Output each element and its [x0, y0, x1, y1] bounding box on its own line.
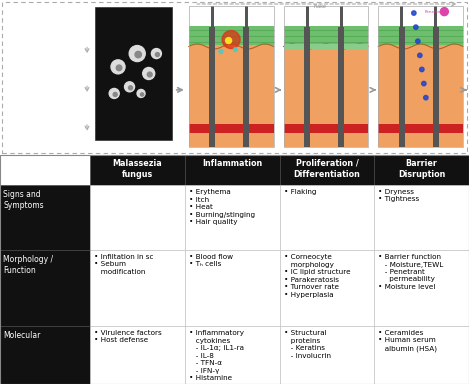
Circle shape	[140, 93, 144, 96]
Text: • Corneocyte
   morphology
• IC lipid structure
• Parakeratosis
• Turnover rate
: • Corneocyte morphology • IC lipid struc…	[283, 254, 350, 298]
Bar	[0, 250, 90, 326]
Bar	[374, 185, 469, 250]
Bar	[283, 6, 368, 147]
Text: • Erythema
• Itch
• Heat
• Burning/stinging
• Hair quality: • Erythema • Itch • Heat • Burning/sting…	[189, 189, 255, 225]
Bar	[399, 27, 405, 147]
Bar	[90, 155, 185, 185]
Bar	[374, 326, 469, 384]
Bar	[0, 326, 90, 384]
Bar	[90, 250, 185, 326]
Circle shape	[137, 89, 145, 98]
Bar	[378, 31, 463, 147]
Bar	[401, 6, 403, 27]
Text: • Barrier function
   - Moisture,TEWL
   - Penetrant
     permeability
• Moistur: • Barrier function - Moisture,TEWL - Pen…	[378, 254, 444, 290]
Circle shape	[422, 81, 426, 86]
Bar	[185, 326, 280, 384]
Text: • Ceramides
• Human serum
   albumin (HSA): • Ceramides • Human serum albumin (HSA)	[378, 330, 437, 351]
Bar	[185, 185, 280, 250]
Bar	[245, 6, 248, 27]
Bar	[283, 45, 368, 50]
Bar	[434, 6, 438, 27]
Text: Proliferation /
Differentiation: Proliferation / Differentiation	[294, 159, 360, 179]
Text: • Blood flow
• Tₕ cells: • Blood flow • Tₕ cells	[189, 254, 233, 268]
Text: Inflammation: Inflammation	[202, 159, 262, 168]
Text: Signs and
Symptoms: Signs and Symptoms	[3, 190, 44, 210]
Text: Morphology /
Function: Morphology / Function	[3, 255, 53, 275]
Bar	[283, 31, 368, 147]
Circle shape	[440, 8, 448, 16]
Bar	[243, 27, 250, 147]
Circle shape	[109, 88, 119, 98]
Circle shape	[424, 96, 428, 100]
Bar	[0, 185, 90, 250]
Bar	[189, 6, 273, 147]
Text: Barrier
Disruption: Barrier Disruption	[398, 159, 445, 179]
Text: • Dryness
• Tightness: • Dryness • Tightness	[378, 189, 419, 202]
Circle shape	[420, 67, 424, 72]
Bar	[0, 155, 90, 185]
Text: Penetrant: Penetrant	[425, 10, 445, 14]
Text: • Structural
   proteins
   - Keratins
   - Involucrin: • Structural proteins - Keratins - Invol…	[283, 330, 331, 359]
Circle shape	[147, 72, 152, 77]
Text: Molecular: Molecular	[3, 331, 40, 340]
Circle shape	[418, 53, 422, 58]
Circle shape	[416, 39, 420, 43]
Circle shape	[226, 38, 232, 43]
Bar	[185, 155, 280, 185]
Bar	[374, 155, 469, 185]
Bar	[378, 6, 463, 147]
Text: Flake: Flake	[313, 4, 326, 9]
Circle shape	[219, 50, 223, 53]
Circle shape	[234, 48, 237, 51]
Bar	[374, 250, 469, 326]
Bar	[189, 31, 273, 147]
Circle shape	[414, 25, 418, 29]
Bar	[2, 2, 467, 153]
Bar	[280, 155, 374, 185]
Circle shape	[129, 46, 145, 61]
Bar	[378, 124, 463, 133]
Bar	[280, 185, 374, 250]
Bar	[185, 250, 280, 326]
Bar	[95, 7, 172, 140]
Circle shape	[155, 53, 159, 56]
Bar	[340, 6, 343, 27]
Circle shape	[222, 31, 240, 48]
Text: • Infiltation in sc
• Sebum
   modification: • Infiltation in sc • Sebum modification	[94, 254, 153, 275]
Text: • Flaking: • Flaking	[283, 189, 316, 195]
Circle shape	[116, 65, 122, 71]
Text: Malassezia
fungus: Malassezia fungus	[113, 159, 162, 179]
Bar	[280, 326, 374, 384]
Bar	[90, 326, 185, 384]
Bar	[433, 27, 439, 147]
Bar	[0, 0, 469, 155]
Bar	[306, 6, 309, 27]
Circle shape	[151, 48, 161, 58]
Circle shape	[412, 11, 416, 15]
Bar	[338, 27, 344, 147]
Bar	[283, 26, 368, 45]
Circle shape	[113, 93, 117, 96]
Bar	[378, 26, 463, 45]
Bar	[189, 26, 273, 45]
Circle shape	[125, 82, 135, 92]
Circle shape	[111, 60, 125, 74]
Bar	[189, 124, 273, 133]
Bar	[283, 124, 368, 133]
Bar	[211, 6, 214, 27]
Bar	[304, 27, 310, 147]
Text: • Inflammatory
   cytokines
   - IL-1α; IL1-ra
   - IL-8
   - TFN-α
   - IFN-γ
•: • Inflammatory cytokines - IL-1α; IL1-ra…	[189, 330, 244, 381]
Bar	[280, 250, 374, 326]
Bar	[90, 185, 185, 250]
Circle shape	[143, 68, 155, 79]
Circle shape	[129, 86, 133, 90]
Bar	[0, 155, 469, 384]
Bar	[210, 27, 215, 147]
Circle shape	[135, 51, 142, 58]
Text: • Virulence factors
• Host defense: • Virulence factors • Host defense	[94, 330, 162, 344]
